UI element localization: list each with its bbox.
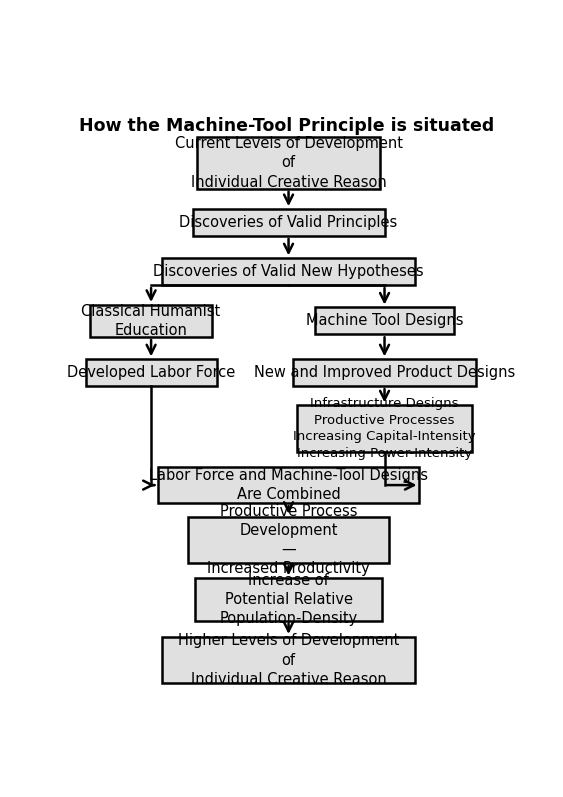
FancyBboxPatch shape bbox=[162, 637, 415, 684]
FancyBboxPatch shape bbox=[197, 137, 380, 189]
FancyBboxPatch shape bbox=[90, 305, 212, 337]
Text: Classical Humanist
Education: Classical Humanist Education bbox=[82, 304, 221, 338]
FancyBboxPatch shape bbox=[158, 467, 419, 503]
Text: Productive Process
Development
—
Increased Productivity: Productive Process Development — Increas… bbox=[207, 504, 370, 576]
FancyBboxPatch shape bbox=[162, 258, 415, 285]
Text: Increase of
Potential Relative
Population-Density: Increase of Potential Relative Populatio… bbox=[220, 573, 358, 626]
Text: How the Machine-Tool Principle is situated: How the Machine-Tool Principle is situat… bbox=[79, 117, 494, 135]
Text: Developed Labor Force: Developed Labor Force bbox=[67, 365, 235, 380]
Text: Labor Force and Machine-Tool Designs
Are Combined: Labor Force and Machine-Tool Designs Are… bbox=[149, 468, 428, 502]
FancyBboxPatch shape bbox=[195, 579, 382, 621]
FancyBboxPatch shape bbox=[297, 406, 472, 452]
FancyBboxPatch shape bbox=[193, 209, 385, 236]
Text: New and Improved Product Designs: New and Improved Product Designs bbox=[254, 365, 515, 380]
Text: Machine Tool Designs: Machine Tool Designs bbox=[306, 313, 463, 328]
Text: Infrastructure Designs
Productive Processes
Increasing Capital-Intensity
Increas: Infrastructure Designs Productive Proces… bbox=[293, 398, 476, 460]
FancyBboxPatch shape bbox=[293, 359, 476, 387]
Text: Discoveries of Valid New Hypotheses: Discoveries of Valid New Hypotheses bbox=[153, 265, 424, 279]
FancyBboxPatch shape bbox=[86, 359, 217, 387]
Text: Higher Levels of Development
of
Individual Creative Reason: Higher Levels of Development of Individu… bbox=[178, 634, 399, 687]
Text: Current Levels of Development
of
Individual Creative Reason: Current Levels of Development of Individ… bbox=[175, 136, 403, 190]
Text: Discoveries of Valid Principles: Discoveries of Valid Principles bbox=[180, 215, 397, 230]
FancyBboxPatch shape bbox=[315, 308, 454, 335]
FancyBboxPatch shape bbox=[188, 516, 389, 563]
